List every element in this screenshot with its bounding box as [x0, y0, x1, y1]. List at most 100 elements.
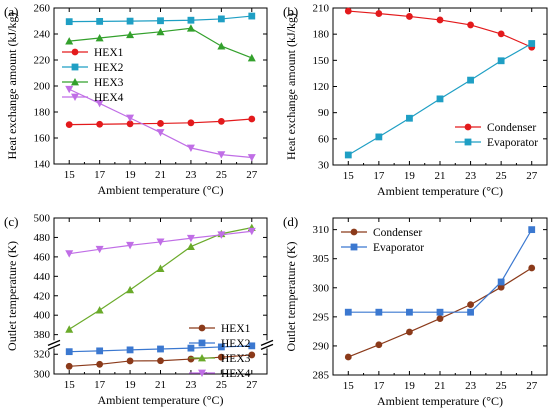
axis-break-gap-left	[48, 340, 60, 349]
data-point	[406, 13, 413, 20]
data-point	[248, 12, 256, 20]
y-tick-label: 285	[313, 370, 330, 382]
series-hex1	[65, 351, 256, 370]
data-point	[247, 227, 256, 236]
data-point	[156, 264, 165, 272]
x-tick-label: 27	[246, 379, 258, 391]
data-point	[126, 285, 135, 294]
data-point	[528, 264, 536, 272]
data-point	[436, 16, 444, 24]
data-point	[95, 306, 104, 314]
data-point	[96, 347, 104, 355]
data-point	[157, 120, 164, 127]
axis-break-gap-right	[261, 340, 273, 349]
legend-entry: HEX3	[94, 77, 124, 89]
legend-swatch-marker	[198, 324, 206, 332]
legend-entry: HEX1	[94, 47, 124, 59]
data-point	[65, 362, 73, 370]
y-tick-label: 160	[34, 133, 51, 145]
x-tick-label: 15	[64, 169, 76, 181]
x-tick-label: 27	[526, 170, 538, 182]
data-point	[96, 360, 104, 368]
series-hex4	[65, 227, 256, 258]
y-axis-label: Outlet temperature (K)	[284, 242, 298, 352]
chart-panel-b: 15 17 19 21 23 25 27 30 60 90 120 150 180 210 Ambient …	[283, 3, 548, 198]
series-line	[348, 10, 532, 48]
x-tick-label: 25	[496, 170, 508, 182]
y-tick-label: 120	[313, 81, 330, 93]
y-tick-label: 140	[34, 159, 51, 171]
y-tick-label: 180	[34, 107, 51, 119]
y-tick-label: 180	[313, 29, 330, 41]
data-point	[126, 17, 134, 25]
x-axis-label: Ambient temperature (°C)	[97, 183, 223, 197]
data-point	[248, 351, 256, 359]
x-tick-label: 21	[155, 379, 166, 391]
legend-entry: HEX4	[221, 368, 251, 380]
legend-entry: HEX2	[221, 338, 251, 350]
panel-label: (b)	[283, 4, 298, 19]
data-point	[406, 114, 413, 122]
data-point	[156, 27, 165, 36]
data-point	[467, 308, 474, 316]
x-axis-label: Ambient temperature (°C)	[377, 394, 503, 408]
series-condenser	[344, 7, 536, 51]
x-tick-label: 15	[343, 170, 355, 182]
legend-swatch-marker	[198, 354, 206, 362]
data-point	[65, 325, 74, 333]
x-tick-label: 19	[125, 169, 137, 181]
x-tick-label: 15	[343, 380, 355, 392]
legend-swatch-marker	[464, 138, 472, 146]
legend-swatch-marker	[71, 63, 79, 71]
legend-swatch-marker	[71, 93, 79, 101]
data-point	[157, 357, 164, 365]
data-point	[497, 57, 505, 65]
legend-entry: Condenser	[373, 227, 422, 239]
data-point	[375, 341, 383, 349]
data-point	[65, 348, 73, 356]
y-tick-label: 300	[34, 369, 51, 381]
legend-swatch-marker	[198, 369, 206, 377]
y-axis-label: Heat exchange amount (kJ/kg)	[5, 13, 19, 160]
data-point	[217, 343, 225, 351]
x-tick-label: 21	[435, 380, 446, 392]
y-tick-label: 90	[318, 107, 330, 119]
y-axis-label: Outlet temperature (K)	[5, 241, 19, 351]
data-point	[186, 242, 195, 250]
data-point	[187, 16, 195, 24]
data-point	[126, 346, 134, 354]
x-tick-label: 23	[465, 170, 477, 182]
x-tick-label: 19	[404, 170, 416, 182]
x-tick-label: 23	[185, 169, 197, 181]
legend-entry: Evaporator	[373, 242, 424, 254]
y-tick-label: 150	[313, 55, 330, 67]
x-tick-label: 25	[216, 169, 228, 181]
y-tick-label: 200	[34, 81, 51, 93]
data-point	[375, 133, 383, 141]
y-tick-label: 290	[313, 340, 330, 352]
y-tick-label: 440	[34, 271, 51, 283]
x-tick-label: 17	[94, 169, 106, 181]
data-point	[497, 278, 505, 286]
data-point	[217, 42, 226, 50]
legend-swatch-marker	[350, 228, 358, 236]
panel-label: (c)	[4, 214, 18, 229]
plot-frame	[332, 217, 548, 376]
legend-swatch-marker	[350, 243, 358, 251]
data-point	[344, 308, 352, 316]
x-tick-label: 17	[94, 379, 106, 391]
y-tick-label: 30	[318, 160, 330, 172]
legend-entry: Evaporator	[487, 137, 538, 149]
data-point	[65, 37, 74, 45]
data-point	[217, 117, 225, 125]
legend-entry: HEX4	[94, 92, 124, 104]
series-evaporator	[344, 226, 536, 316]
series-hex3	[65, 24, 256, 62]
axis-break-mark	[260, 339, 274, 346]
data-point	[217, 353, 225, 361]
y-tick-label: 260	[34, 3, 51, 15]
chart-panel-d: 15 17 19 21 23 25 27 285 290 295 300 305 310 Ambient …	[283, 214, 548, 408]
data-point	[126, 241, 135, 250]
legend-entry: HEX1	[221, 323, 251, 335]
